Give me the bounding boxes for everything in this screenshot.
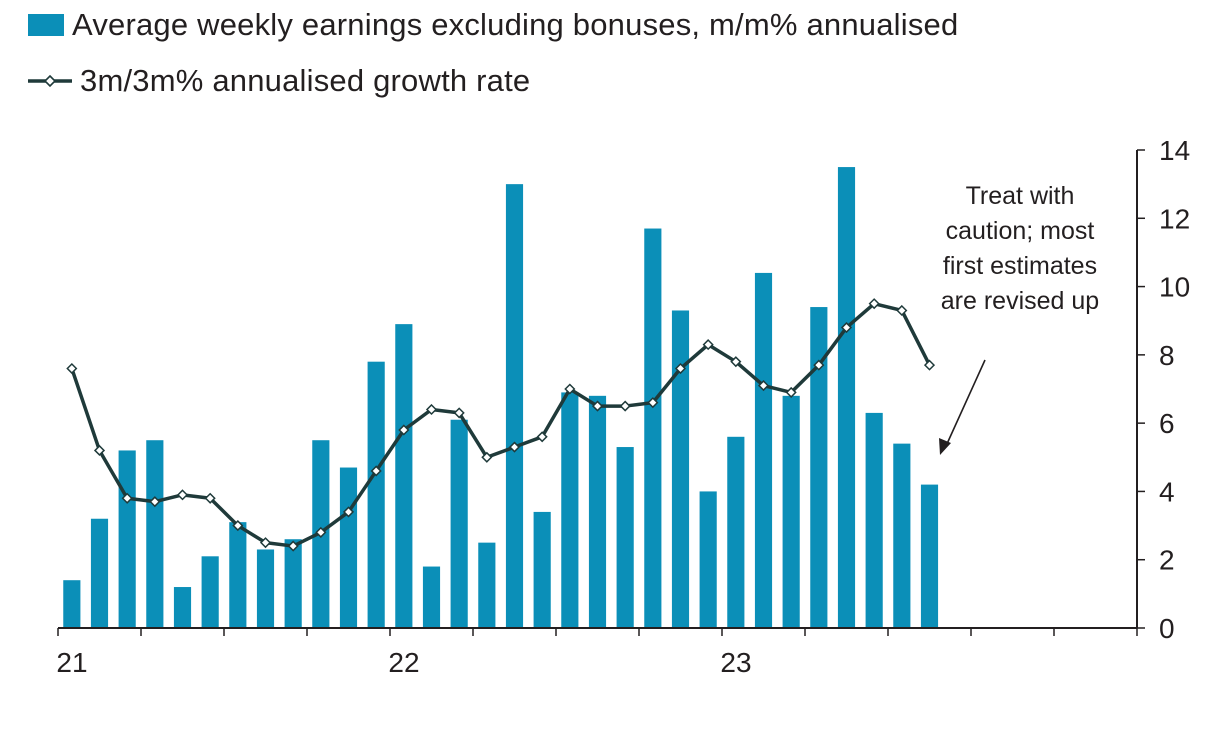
y-tick-label: 4 — [1159, 476, 1175, 507]
y-tick-label: 10 — [1159, 272, 1190, 303]
line-point — [896, 304, 908, 317]
line-point — [287, 540, 299, 552]
bar — [727, 436, 745, 628]
bar — [782, 395, 800, 628]
line-point — [536, 431, 548, 443]
line-point — [425, 403, 438, 416]
bar — [367, 361, 385, 628]
line-point — [840, 321, 853, 334]
line-point — [757, 380, 770, 392]
line-series — [66, 298, 936, 552]
annotation-line-3: first estimates — [943, 252, 1097, 280]
line-point — [259, 537, 272, 549]
bar — [865, 412, 883, 628]
bar — [505, 184, 524, 628]
legend: Average weekly earnings excluding bonuse… — [28, 0, 958, 107]
bar — [920, 484, 939, 628]
line-point — [591, 400, 604, 412]
bar — [284, 539, 302, 628]
bar — [644, 228, 662, 628]
bar — [395, 324, 413, 628]
line-point — [232, 520, 244, 532]
y-tick-label: 0 — [1159, 613, 1175, 644]
bar — [810, 307, 828, 628]
bar — [339, 467, 358, 628]
line-point — [674, 362, 687, 375]
annotation-arrowhead — [939, 438, 951, 455]
annotation-line-2: caution; most — [946, 217, 1095, 245]
line-marker-icon — [28, 74, 72, 88]
line-point — [868, 298, 880, 310]
line-point — [730, 356, 742, 368]
line-point — [315, 526, 327, 538]
line-point — [453, 407, 465, 419]
line-point — [481, 451, 493, 463]
line-point — [121, 492, 133, 504]
annotation-arrow — [945, 359, 986, 447]
bar-series — [63, 167, 939, 629]
bar — [533, 511, 551, 628]
annotation-line-4: are revised up — [941, 287, 1099, 315]
bar — [588, 395, 607, 628]
line-point — [923, 359, 936, 371]
bar — [450, 419, 468, 628]
line-point — [508, 441, 521, 453]
line-point — [702, 339, 714, 351]
bar — [561, 392, 579, 628]
bar — [422, 566, 441, 628]
bar — [699, 491, 717, 628]
bar — [616, 447, 634, 628]
legend-item-line[interactable]: 3m/3m% annualised growth rate — [28, 55, 958, 107]
y-tick-label: 8 — [1159, 340, 1175, 371]
y-tick-label: 12 — [1159, 203, 1190, 234]
legend-item-bars[interactable]: Average weekly earnings excluding bonuse… — [28, 0, 958, 50]
annotation-line-1: Treat with — [966, 182, 1075, 210]
legend-line-label: 3m/3m% annualised growth rate — [80, 63, 531, 98]
line-point — [564, 383, 576, 395]
bar — [173, 587, 192, 628]
line-point — [204, 492, 216, 504]
line-point — [370, 465, 382, 477]
line-point — [398, 424, 410, 436]
bar — [754, 272, 773, 628]
bar — [229, 522, 247, 628]
bar — [478, 542, 496, 628]
bar-swatch-icon — [28, 14, 64, 36]
bar — [90, 518, 109, 628]
bar — [118, 450, 136, 628]
line-point — [149, 496, 161, 508]
line-point — [66, 362, 78, 375]
growth-rate-line — [70, 301, 932, 548]
y-tick-label: 6 — [1159, 408, 1175, 439]
legend-bar-label: Average weekly earnings excluding bonuse… — [72, 7, 959, 42]
y-tick-label: 14 — [1159, 135, 1190, 166]
bar — [893, 443, 911, 628]
bar — [671, 310, 690, 628]
bar — [146, 440, 164, 628]
bar — [201, 556, 219, 628]
axes: 0 2 4 6 8 10 12 14 21 22 23 — [56, 135, 1190, 678]
x-tick-label: 22 — [388, 647, 419, 678]
bar — [256, 549, 275, 628]
line-point — [619, 400, 631, 412]
line-point — [93, 444, 106, 457]
annotation: Treat with caution; most first estimates… — [939, 182, 1099, 455]
y-tick-label: 2 — [1159, 545, 1175, 576]
line-point — [342, 506, 355, 518]
bar — [837, 167, 856, 629]
line-point — [785, 386, 797, 398]
line-point — [647, 397, 659, 409]
line-point — [813, 359, 825, 371]
line-point — [176, 489, 189, 501]
x-tick-label: 21 — [56, 647, 87, 678]
bar — [63, 580, 81, 628]
x-tick-label: 23 — [720, 647, 751, 678]
